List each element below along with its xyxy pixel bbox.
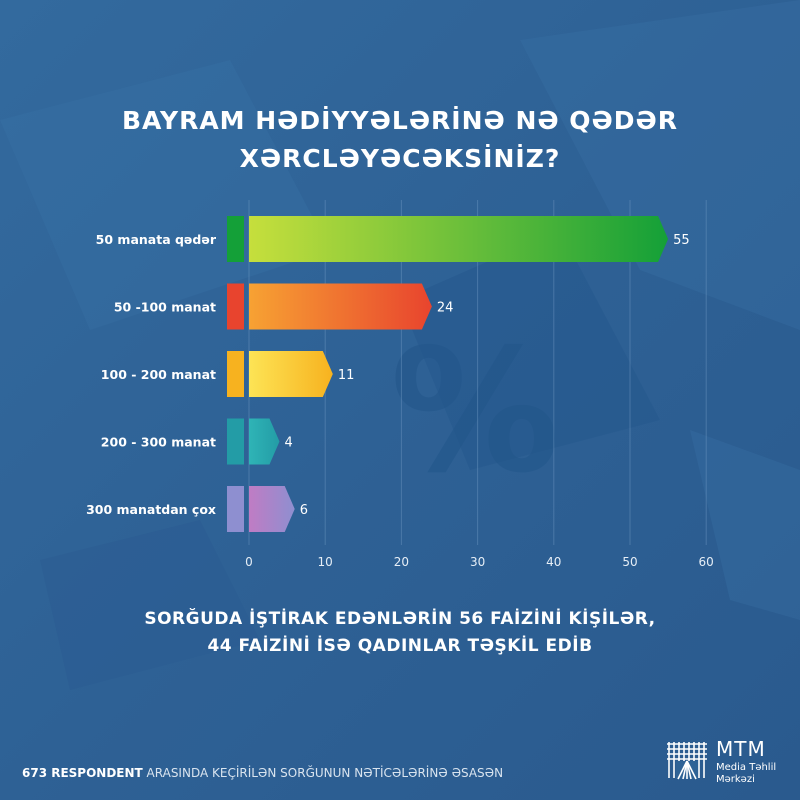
- bar-left-strip: [227, 418, 244, 465]
- x-tick-label: 30: [470, 555, 485, 569]
- bar: [249, 351, 333, 397]
- bar-left-strip: [227, 283, 244, 330]
- mtm-logo: MTM Media Təhlil Mərkəzi: [666, 737, 786, 787]
- bar-left-strip: [227, 351, 244, 397]
- logo-mark-icon: [667, 742, 707, 780]
- logo-subtitle: Media Təhlil Mərkəzi: [716, 762, 776, 786]
- bar: [249, 486, 295, 532]
- x-tick-label: 40: [546, 555, 561, 569]
- bar: [249, 216, 669, 262]
- bar-value-label: 11: [338, 368, 355, 383]
- chart-title-line2: XƏRCLƏYƏCƏKSİNİZ?: [239, 144, 561, 173]
- chart-title: BAYRAM HƏDİYYƏLƏRİNƏ NƏ QƏDƏR XƏRCLƏYƏCƏ…: [0, 102, 800, 178]
- logo-name: MTM: [716, 737, 766, 761]
- logo-subtitle-line2: Mərkəzi: [716, 774, 755, 785]
- category-label: 300 manatdan çox: [86, 502, 216, 517]
- bar-value-label: 6: [300, 503, 308, 518]
- bar-value-label: 55: [673, 233, 690, 248]
- footer-rest: ARASINDA KEÇİRİLƏN SORĞUNUN NƏTİCƏLƏRİNƏ…: [142, 766, 504, 780]
- bar-left-strip: [227, 486, 244, 532]
- bar: [249, 283, 432, 330]
- category-label: 100 - 200 manat: [101, 367, 216, 382]
- logo-subtitle-line1: Media Təhlil: [716, 762, 777, 773]
- bar-left-strip: [227, 216, 244, 262]
- footer-respondent-count: 673 RESPONDENT: [22, 766, 143, 780]
- bar-value-label: 24: [437, 301, 454, 316]
- bar: [249, 418, 280, 465]
- x-tick-label: 20: [394, 555, 409, 569]
- percent-watermark: %: [390, 313, 560, 511]
- footer-note: 673 RESPONDENT ARASINDA KEÇİRİLƏN SORĞUN…: [22, 766, 503, 780]
- x-tick-label: 50: [622, 555, 637, 569]
- category-label: 50 -100 manat: [114, 300, 216, 315]
- summary-text: SORĞUDA İŞTİRAK EDƏNLƏRİN 56 FAİZİNİ KİŞ…: [0, 606, 800, 660]
- summary-line2: 44 FAİZİNİ İSƏ QADINLAR TƏŞKİL EDİB: [207, 636, 593, 656]
- summary-line1: SORĞUDA İŞTİRAK EDƏNLƏRİN 56 FAİZİNİ KİŞ…: [144, 609, 656, 629]
- category-label: 50 manata qədər: [96, 232, 217, 247]
- x-tick-label: 0: [245, 555, 253, 569]
- category-label: 200 - 300 manat: [101, 435, 216, 450]
- chart-title-line1: BAYRAM HƏDİYYƏLƏRİNƏ NƏ QƏDƏR: [121, 106, 679, 135]
- bar-value-label: 4: [284, 436, 292, 451]
- x-tick-label: 10: [318, 555, 333, 569]
- x-tick-label: 60: [699, 555, 714, 569]
